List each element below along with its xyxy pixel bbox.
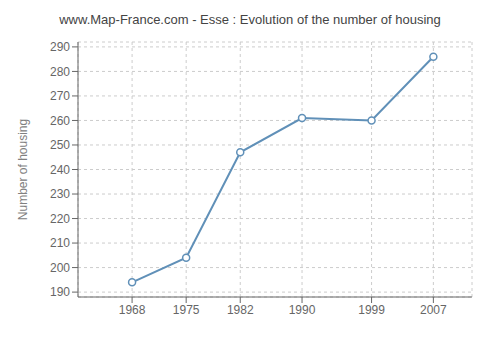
svg-text:1968: 1968 xyxy=(119,303,146,317)
svg-text:200: 200 xyxy=(50,261,70,275)
svg-text:1982: 1982 xyxy=(227,303,254,317)
svg-text:270: 270 xyxy=(50,89,70,103)
svg-text:190: 190 xyxy=(50,285,70,299)
html-text:www.Map-France.com - Esse : Ev: www.Map-France.com - Esse : Evolution of… xyxy=(59,12,441,27)
svg-text:2007: 2007 xyxy=(420,303,447,317)
svg-text:280: 280 xyxy=(50,65,70,79)
svg-text:230: 230 xyxy=(50,187,70,201)
svg-text:240: 240 xyxy=(50,163,70,177)
svg-text:260: 260 xyxy=(50,114,70,128)
svg-text:Number of housing: Number of housing xyxy=(16,119,30,220)
svg-text:250: 250 xyxy=(50,138,70,152)
svg-text:1975: 1975 xyxy=(173,303,200,317)
svg-text:220: 220 xyxy=(50,212,70,226)
svg-text:1990: 1990 xyxy=(289,303,316,317)
svg-text:290: 290 xyxy=(50,40,70,54)
svg-text:210: 210 xyxy=(50,236,70,250)
svg-text:1999: 1999 xyxy=(358,303,385,317)
